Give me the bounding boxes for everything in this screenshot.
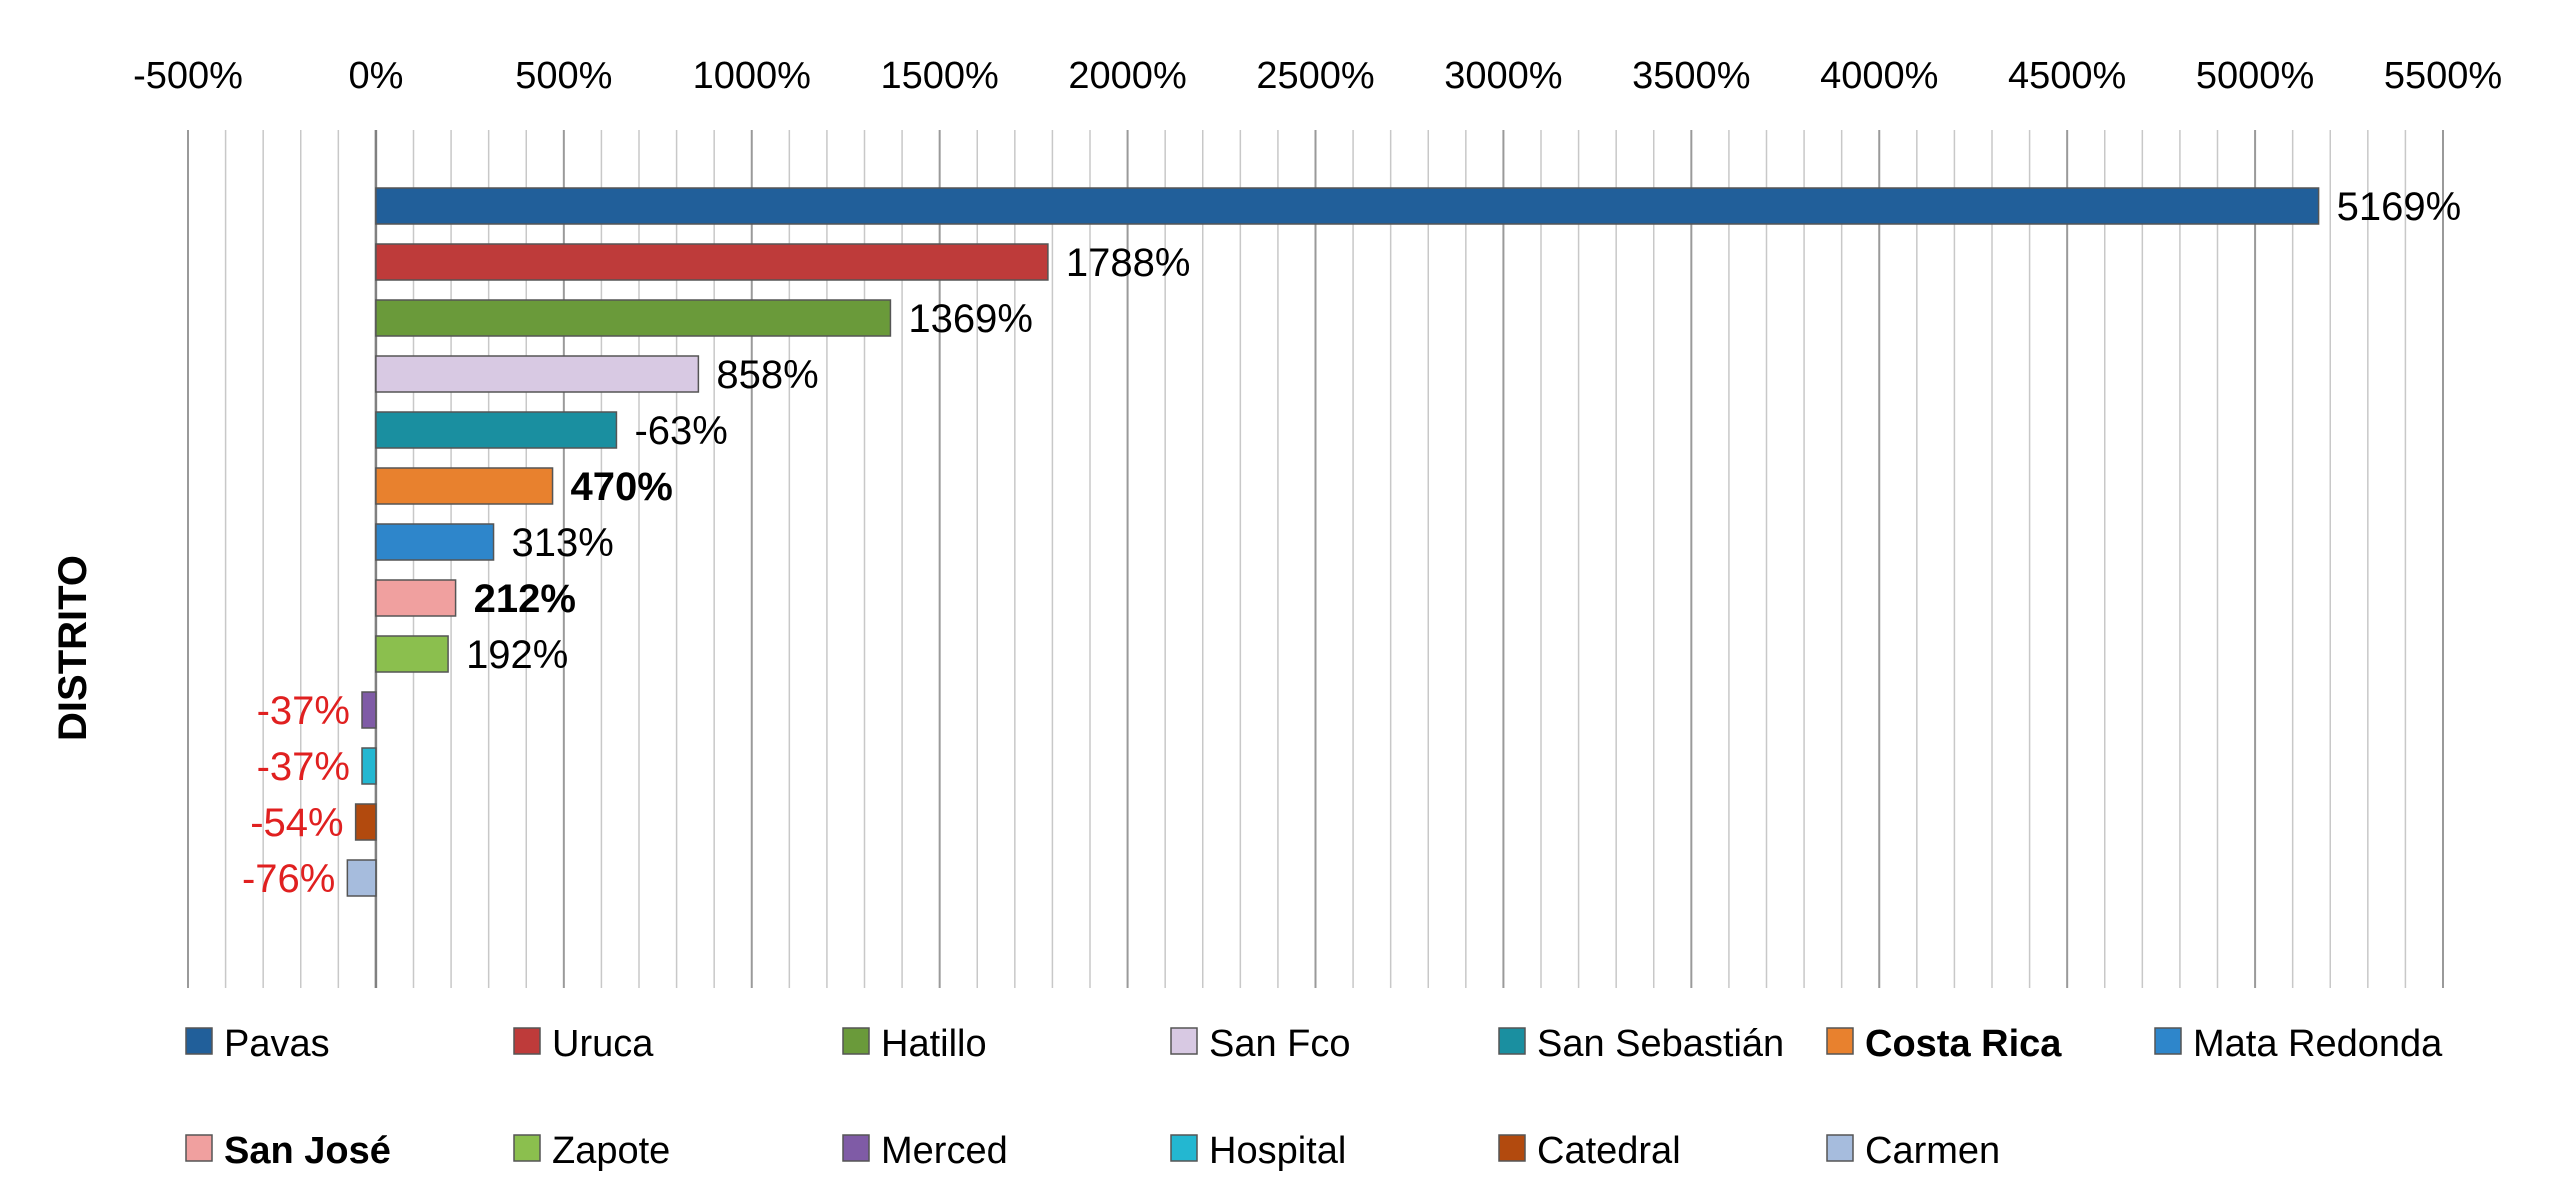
x-tick-label: 4500% <box>2008 55 2126 97</box>
legend-entry: Costa Rica <box>1865 1023 2062 1065</box>
x-tick-label: 1000% <box>693 55 811 97</box>
data-label: -76% <box>242 857 335 901</box>
bar-merced <box>361 691 377 729</box>
bar-uruca <box>375 243 1049 281</box>
legend-entry: San Fco <box>1209 1023 1351 1065</box>
data-label: 1369% <box>908 297 1033 341</box>
legend-swatch <box>1498 1134 1526 1162</box>
bars <box>346 187 2320 897</box>
bar-san-fco <box>375 355 700 393</box>
x-tick-label: 500% <box>515 55 612 97</box>
legend-entry: Hospital <box>1209 1130 1346 1172</box>
legend-swatch <box>842 1027 870 1055</box>
bar-san-jos- <box>375 579 457 617</box>
data-label: 313% <box>512 521 614 565</box>
x-tick-label: 5000% <box>2196 55 2314 97</box>
data-label: 5169% <box>2337 185 2462 229</box>
x-axis-ticks: -500% 0% 500% 1000% 1500% 2000% 2500% 3000% 3500… <box>133 55 2502 97</box>
bar-mata-redonda <box>375 523 495 561</box>
bar-costa-rica <box>375 467 554 505</box>
x-tick-label: 1500% <box>881 55 999 97</box>
legend-entry: Carmen <box>1865 1130 2000 1172</box>
legend-entry: San José <box>224 1130 391 1172</box>
legend-entry: Merced <box>881 1130 1008 1172</box>
legend: Pavas Uruca Hatillo San Fco San Sebastián Cos… <box>185 1023 2443 1172</box>
bar-catedral <box>354 803 377 841</box>
x-tick-label: 2500% <box>1256 55 1374 97</box>
legend-entry: Mata Redonda <box>2193 1023 2443 1065</box>
bar-zapote <box>375 635 449 673</box>
legend-swatch <box>1170 1134 1198 1162</box>
legend-entry: Catedral <box>1537 1130 1681 1172</box>
x-tick-label: -500% <box>133 55 243 97</box>
data-labels: 5169% 1788% 1369% 858% -63% 470% 313% 212% 192% -… <box>242 185 2461 901</box>
legend-entry: Hatillo <box>881 1023 987 1065</box>
legend-swatch <box>513 1027 541 1055</box>
bar-hatillo <box>375 299 892 337</box>
legend-entry: Zapote <box>552 1130 670 1172</box>
legend-swatch <box>185 1027 213 1055</box>
x-tick-label: 5500% <box>2384 55 2502 97</box>
legend-swatch <box>185 1134 213 1162</box>
legend-swatch <box>2154 1027 2182 1055</box>
bar-hospital <box>361 747 377 785</box>
legend-swatch <box>513 1134 541 1162</box>
legend-swatch <box>1826 1134 1854 1162</box>
data-label: 1788% <box>1066 241 1191 285</box>
data-label: 470% <box>571 465 673 509</box>
data-label: 212% <box>474 577 576 621</box>
legend-swatch <box>1826 1027 1854 1055</box>
x-tick-label: 4000% <box>1820 55 1938 97</box>
x-tick-label: 3000% <box>1444 55 1562 97</box>
data-label: 192% <box>466 633 568 677</box>
legend-entry: Uruca <box>552 1023 654 1065</box>
data-label: -54% <box>250 801 343 845</box>
data-label: -37% <box>257 689 350 733</box>
x-tick-label: 2000% <box>1068 55 1186 97</box>
legend-entry: Pavas <box>224 1023 330 1065</box>
legend-swatch <box>1170 1027 1198 1055</box>
bar-carmen <box>346 859 377 897</box>
legend-entry: San Sebastián <box>1537 1023 1784 1065</box>
bar-san-sebasti-n <box>375 411 618 449</box>
data-label: -63% <box>634 409 727 453</box>
data-label: -37% <box>257 745 350 789</box>
y-axis-label: DISTRITO <box>51 555 95 741</box>
legend-swatch <box>842 1134 870 1162</box>
bar-pavas <box>375 187 2320 225</box>
data-label: 858% <box>716 353 818 397</box>
x-tick-label: 3500% <box>1632 55 1750 97</box>
x-tick-label: 0% <box>348 55 403 97</box>
legend-swatch <box>1498 1027 1526 1055</box>
